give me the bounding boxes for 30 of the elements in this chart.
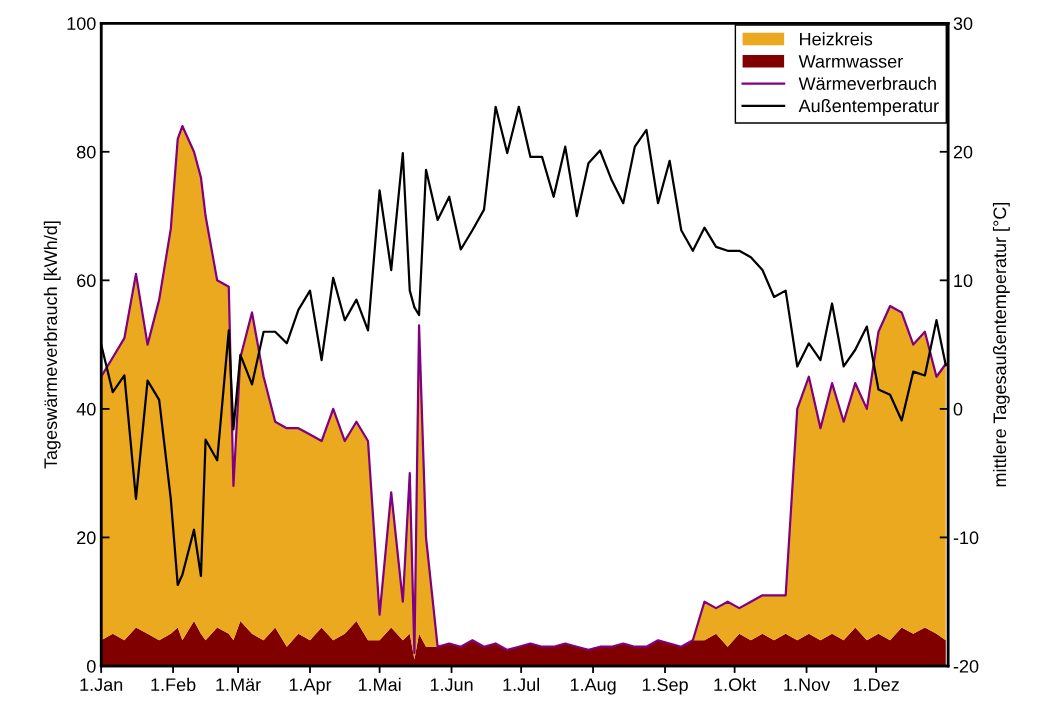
y2-tick-label: 20 (953, 145, 973, 159)
y-tick-label: 80 (77, 145, 96, 159)
y-tick-label: 60 (77, 274, 96, 288)
legend-label: Außentemperatur (798, 99, 939, 116)
y2-tick-label: -10 (953, 531, 979, 545)
legend-label: Wärmeverbrauch (798, 76, 936, 91)
y-tick-label: 0 (86, 659, 96, 673)
legend-label: Heizkreis (800, 32, 873, 46)
y2-tick-label: -20 (953, 659, 979, 673)
x-tick-label: 1.Sep (642, 678, 688, 695)
x-tick-label: 1.Dez (853, 678, 899, 692)
y-tick-label: 40 (76, 402, 96, 416)
x-tick-label: 1.Jul (503, 677, 540, 692)
y2-axis-title: mittlere Tagesaußentemperatur [°C] (992, 202, 1010, 487)
x-tick-label: 1.Aug (570, 678, 616, 695)
y-axis-title: Tageswärmeverbrauch [kWh/d] (43, 221, 61, 469)
x-tick-label: 1.Nov (784, 678, 831, 692)
y2-tick-label: 0 (953, 402, 963, 416)
y2-tick-label: 10 (954, 274, 973, 288)
x-tick-label: 1.Mai (358, 677, 401, 692)
x-tick-label: 1.Mär (216, 678, 261, 692)
x-tick-label: 1.Jun (430, 678, 473, 692)
x-tick-label: 1.Okt (714, 677, 757, 692)
x-tick-label: 1.Feb (151, 677, 196, 692)
y-tick-label: 100 (67, 17, 96, 30)
x-tick-label: 1.Jan (80, 678, 123, 692)
x-tick-label: 1.Apr (289, 678, 332, 695)
legend-label: Warmwasser (798, 55, 903, 68)
y-tick-label: 20 (77, 531, 96, 545)
y2-tick-label: 30 (953, 17, 973, 30)
